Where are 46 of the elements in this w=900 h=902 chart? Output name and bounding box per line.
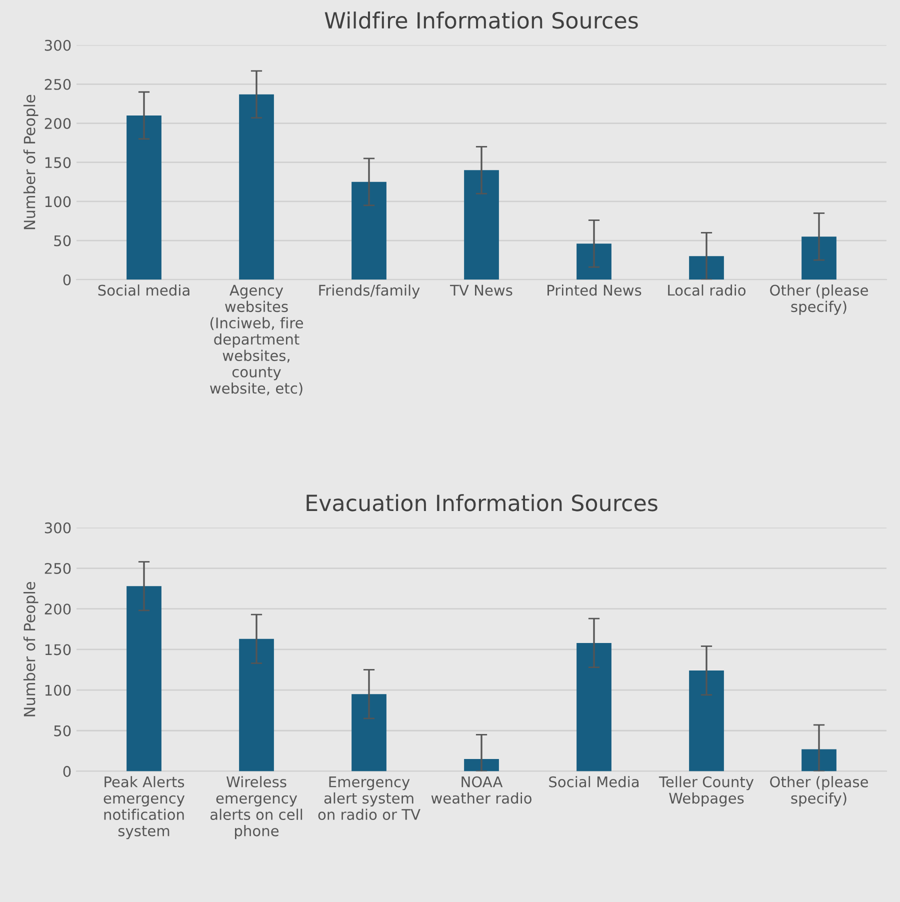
- y-axis-title: Number of People: [23, 582, 38, 716]
- y-tick-label: 150: [45, 157, 71, 168]
- y-axis-title: Number of People: [23, 94, 38, 230]
- bar: [464, 759, 499, 772]
- x-tick-label: Emergency alert system on radio or TV: [318, 776, 420, 820]
- y-tick-label: 50: [54, 235, 71, 246]
- x-tick-label: Wireless emergency alerts on cell phone: [210, 776, 302, 840]
- y-tick-label: 100: [45, 684, 71, 696]
- y-tick-label: 50: [54, 725, 71, 736]
- y-tick-label: 300: [44, 40, 71, 51]
- bar: [239, 94, 274, 280]
- x-tick-label: Social Media: [549, 776, 639, 788]
- y-tick-label: 250: [44, 78, 71, 90]
- x-tick-label: TV News: [450, 284, 512, 296]
- bar: [802, 236, 836, 280]
- x-tick-label: Printed News: [548, 284, 642, 296]
- y-tick-label: 150: [45, 644, 71, 656]
- x-tick-label: NOAA weather radio: [431, 776, 532, 804]
- bar: [689, 670, 724, 772]
- y-tick-label: 200: [44, 604, 71, 615]
- bar: [576, 244, 612, 280]
- bar: [126, 586, 162, 772]
- y-tick-label: 200: [44, 118, 71, 130]
- x-tick-label: Teller County Webpages: [658, 776, 754, 807]
- y-tick-label: 0: [63, 766, 71, 777]
- x-tick-label: Agency websites (Inciweb, fire department websites, county website, etc): [210, 284, 303, 396]
- y-tick-label: 0: [63, 274, 71, 286]
- bar: [239, 638, 274, 772]
- bar: [802, 749, 836, 772]
- y-tick-label: 300: [44, 522, 71, 534]
- x-tick-label: Peak Alerts emergency notification system: [104, 776, 185, 840]
- bar: [352, 182, 386, 280]
- bar: [576, 642, 612, 772]
- chart-title: Wildfire Information Sources: [324, 12, 638, 29]
- x-tick-label: Other (please specify): [770, 776, 868, 807]
- bar: [352, 694, 386, 772]
- chart-title: Evacuation Information Sources: [306, 494, 658, 512]
- y-tick-label: 250: [44, 562, 71, 574]
- x-tick-label: Friends/family: [319, 284, 420, 299]
- bar: [126, 115, 162, 280]
- bar: [689, 256, 724, 280]
- x-tick-label: Social media: [98, 284, 190, 296]
- bar: [464, 170, 499, 280]
- x-tick-label: Other (please specify): [770, 284, 868, 315]
- x-tick-label: Local radio: [668, 284, 746, 296]
- y-tick-label: 100: [45, 196, 71, 208]
